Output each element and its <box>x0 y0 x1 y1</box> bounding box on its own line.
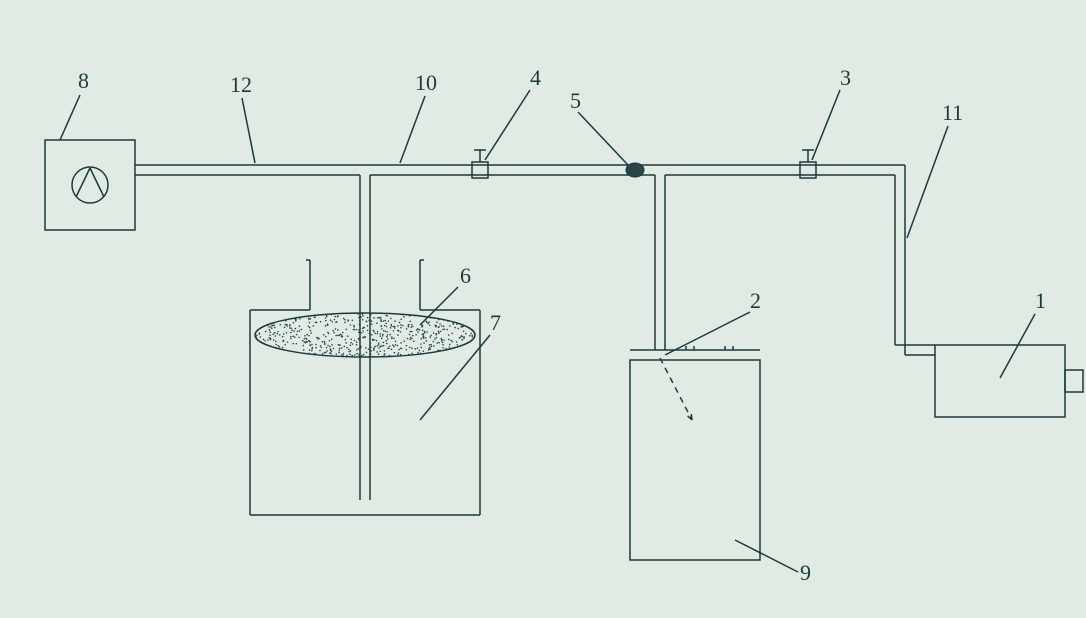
label-8: 8 <box>78 68 89 93</box>
liquid-surface-6 <box>255 313 475 357</box>
device-1 <box>935 345 1083 417</box>
label-3: 3 <box>840 65 851 90</box>
labels: 8 12 10 4 5 3 11 67 2 1 9 <box>78 65 1046 585</box>
label-10: 10 <box>415 70 437 95</box>
valve-4 <box>472 150 488 178</box>
vessel-7 <box>250 260 480 515</box>
label-12: 12 <box>230 72 252 97</box>
leader-lines <box>60 90 1035 572</box>
label-7: 7 <box>490 310 501 335</box>
label-2: 2 <box>750 288 761 313</box>
label-4: 4 <box>530 65 541 90</box>
pump-box <box>45 140 135 230</box>
pipe-11 <box>895 165 935 355</box>
collector-9 <box>630 346 760 560</box>
check-valve-5 <box>626 163 644 177</box>
label-6: 6 <box>460 263 471 288</box>
label-11: 11 <box>942 100 963 125</box>
label-9: 9 <box>800 560 811 585</box>
drop-tube <box>655 175 665 346</box>
label-1: 1 <box>1035 288 1046 313</box>
label-5: 5 <box>570 88 581 113</box>
main-pipe <box>135 165 905 175</box>
flow-arrow <box>660 358 692 420</box>
